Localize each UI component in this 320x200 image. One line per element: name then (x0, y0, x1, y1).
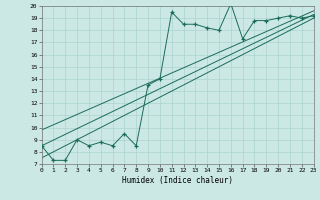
X-axis label: Humidex (Indice chaleur): Humidex (Indice chaleur) (122, 176, 233, 185)
